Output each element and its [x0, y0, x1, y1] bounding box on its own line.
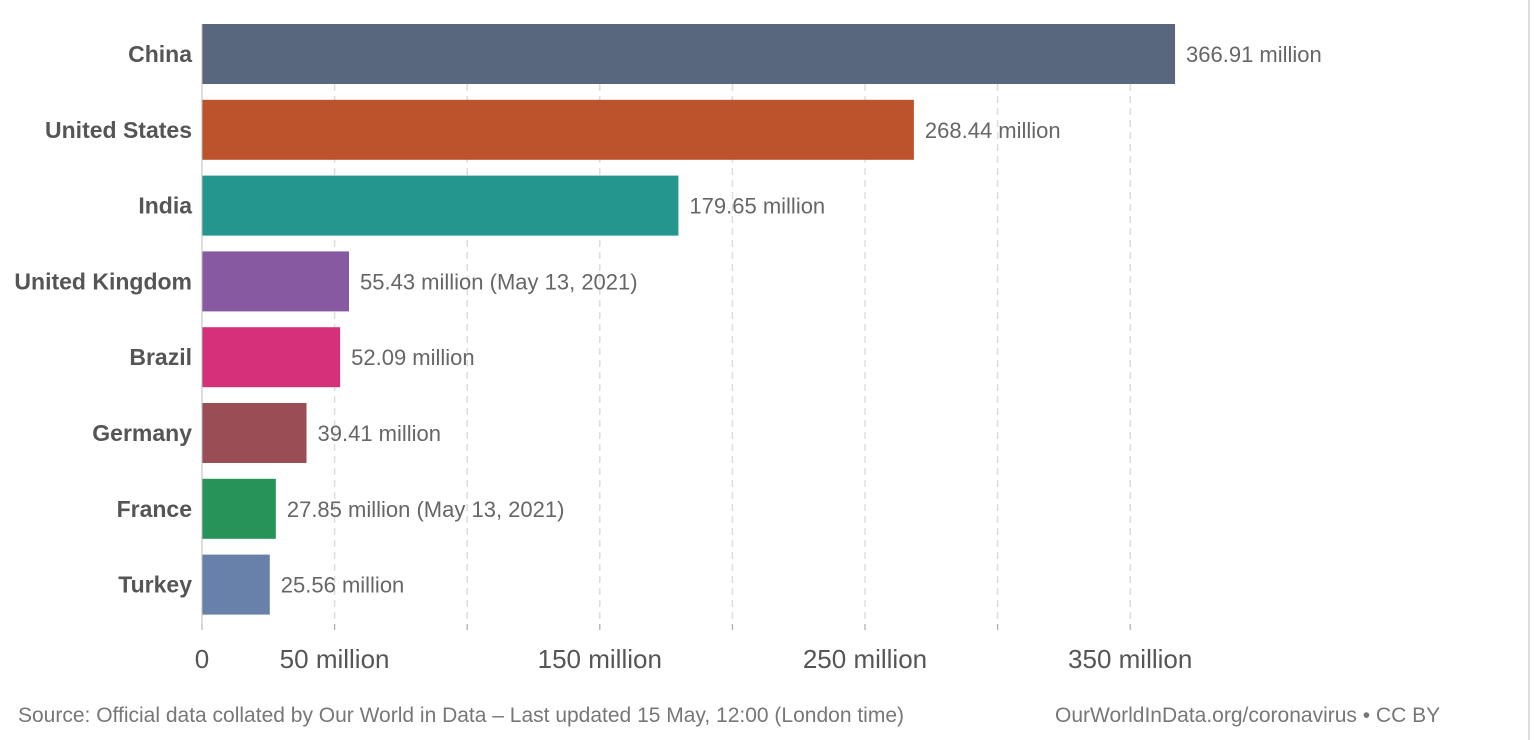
category-label-united-kingdom: United Kingdom: [14, 268, 192, 294]
value-label-france: 27.85 million (May 13, 2021): [287, 497, 565, 522]
bar-india: [202, 175, 679, 236]
category-label-france: France: [117, 496, 192, 522]
x-tick-label-50: 50 million: [280, 644, 390, 674]
bar-brazil: [202, 327, 341, 388]
x-tick-label-350: 350 million: [1068, 644, 1192, 674]
value-label-india: 179.65 million: [689, 194, 825, 219]
x-tick-label-0: 0: [195, 644, 209, 674]
bar-united-states: [202, 99, 914, 160]
category-label-brazil: Brazil: [129, 344, 192, 370]
category-label-china: China: [128, 41, 192, 67]
x-tick-label-150: 150 million: [538, 644, 662, 674]
category-label-turkey: Turkey: [118, 572, 192, 598]
value-label-brazil: 52.09 million: [351, 345, 475, 370]
value-label-united-kingdom: 55.43 million (May 13, 2021): [360, 269, 638, 294]
bar-chart: China 366.91 million United States 268.44 m…: [14, 24, 1322, 674]
category-label-germany: Germany: [92, 420, 192, 446]
bar-germany: [202, 403, 307, 463]
category-label-united-states: United States: [45, 117, 192, 143]
bar-china: [202, 24, 1176, 84]
source-note: Source: Official data collated by Our Wo…: [18, 704, 904, 727]
credit-link[interactable]: OurWorldInData.org/coronavirus • CC BY: [1055, 704, 1441, 727]
bar-france: [202, 478, 276, 539]
bar-united-kingdom: [202, 251, 350, 312]
bar-turkey: [202, 554, 270, 615]
category-label-india: India: [138, 193, 192, 219]
x-tick-label-250: 250 million: [803, 644, 927, 674]
value-label-china: 366.91 million: [1186, 42, 1322, 67]
scrollbar-edge: [1528, 0, 1530, 740]
value-label-turkey: 25.56 million: [281, 573, 405, 598]
value-label-germany: 39.41 million: [318, 421, 442, 446]
value-label-united-states: 268.44 million: [925, 118, 1061, 143]
